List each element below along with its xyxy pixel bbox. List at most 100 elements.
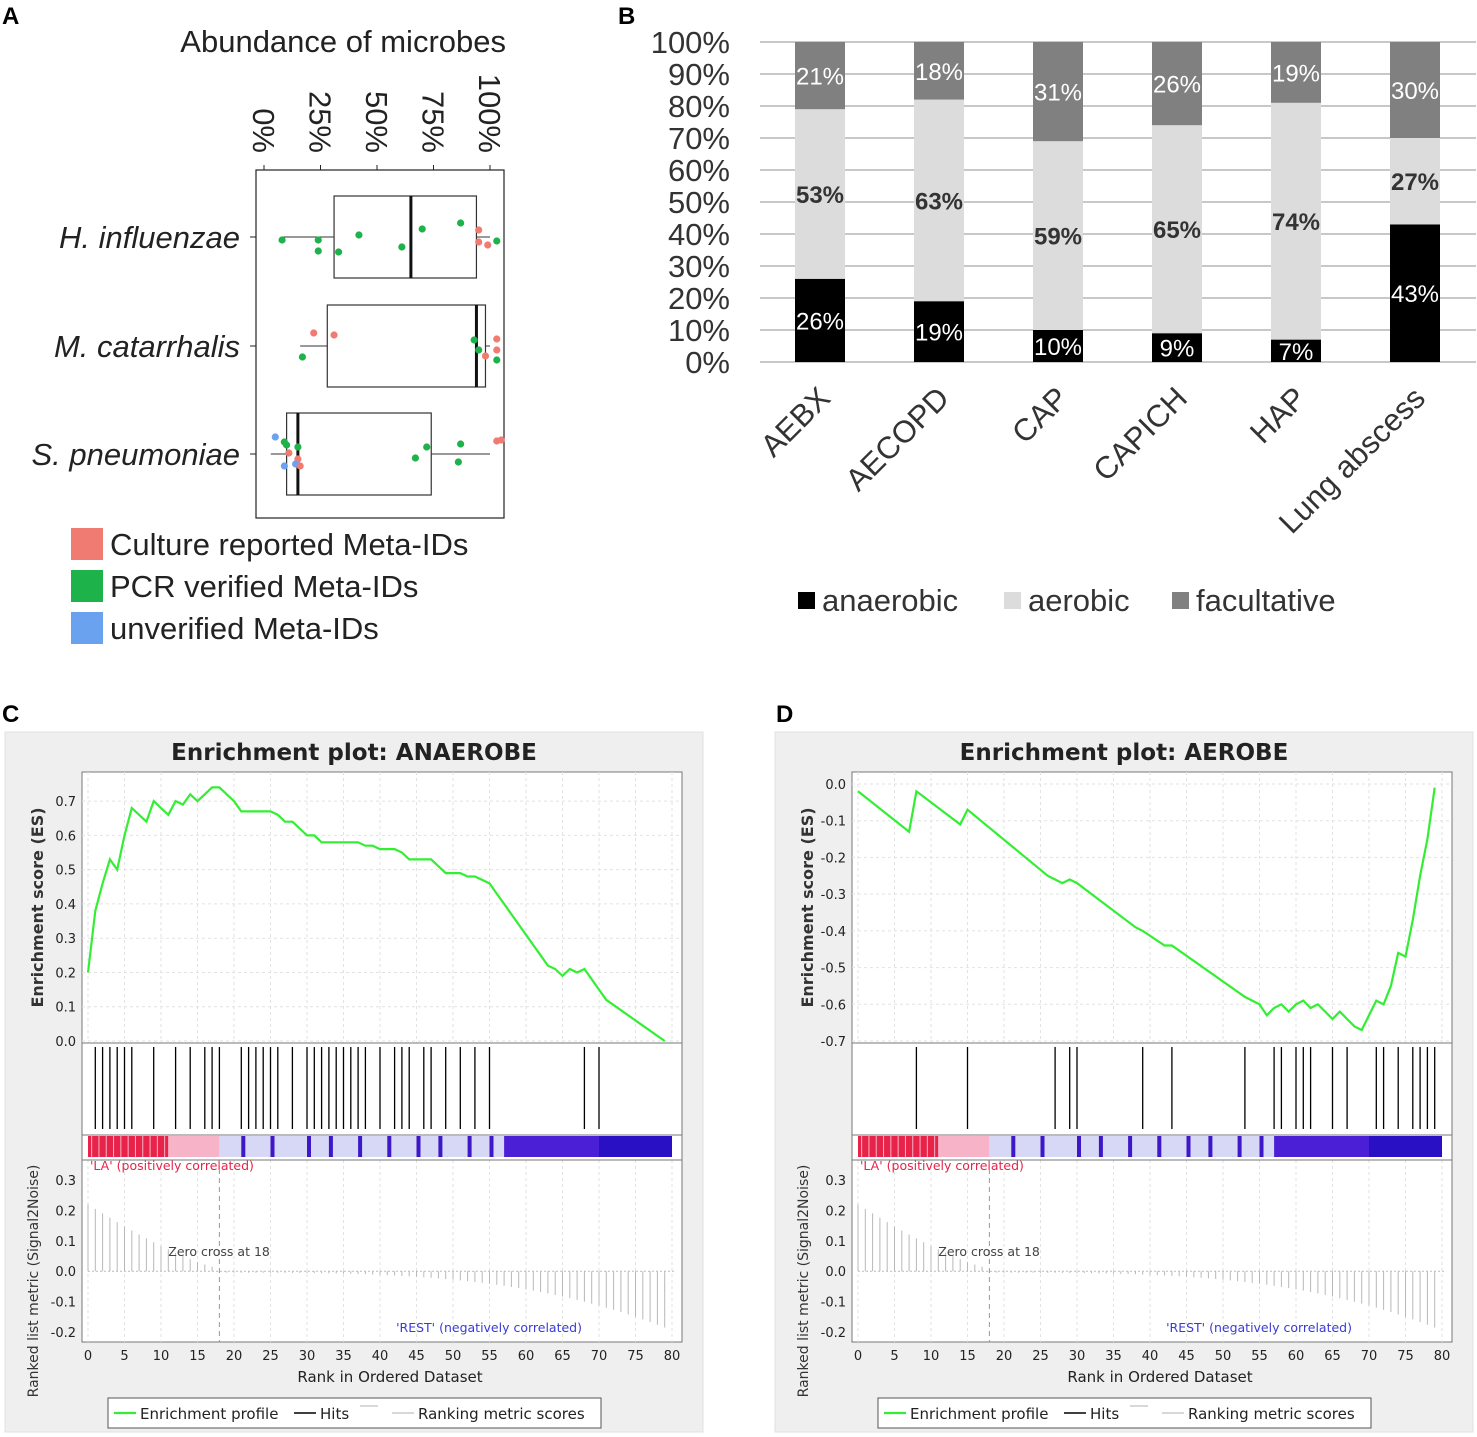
legend-label: PCR verified Meta-IDs [110, 569, 418, 604]
metric-tick-label: -0.1 [821, 1296, 846, 1311]
y-tick-label: 0.3 [55, 932, 76, 947]
metric-tick-label: 0.1 [825, 1235, 846, 1250]
legend-swatch-culture [71, 528, 103, 560]
x-tick-label: 55 [481, 1349, 498, 1364]
heatmap-stripe [1157, 1136, 1162, 1157]
bar-segment-aerobic [1033, 141, 1083, 330]
x-tick-label: 60 [518, 1349, 535, 1364]
data-label: 9% [1160, 336, 1195, 363]
x-tick-label: 60 [1288, 1349, 1305, 1364]
x-tick-label: 70 [1361, 1349, 1378, 1364]
legend-swatch-aerobic [1004, 592, 1021, 609]
y-axis-label: Enrichment score (ES) [28, 807, 47, 1007]
heatmap-segment [1274, 1136, 1369, 1157]
plot-area [851, 771, 1453, 1343]
bar-segment-aerobic [1152, 125, 1202, 334]
bar-segment-aerobic [795, 109, 845, 279]
bar-segment-anaerobic [795, 278, 845, 362]
heatmap-stripe [416, 1136, 421, 1157]
data-label: 30% [1391, 78, 1439, 105]
panel-c-enrichment-plot: Enrichment plot: ANAEROBE 0.0 0.1 0.2 0.3 0.4… [4, 731, 704, 1433]
data-label: 26% [1153, 72, 1201, 99]
x-tick-label: 30 [1069, 1349, 1086, 1364]
heatmap-stripe [358, 1136, 363, 1157]
data-point-pcr [457, 440, 465, 448]
heatmap-stripe [438, 1136, 443, 1157]
y-tick-label: 80% [668, 89, 730, 124]
x-tick-label: 20 [996, 1349, 1013, 1364]
legend-swatch-facultative [1172, 592, 1189, 609]
category-label: M. catarrhalis [54, 329, 240, 364]
x-tick-label: 65 [554, 1349, 571, 1364]
data-point-culture [484, 241, 492, 249]
heatmap-stripe [1011, 1136, 1016, 1157]
y-tick-label: 10% [668, 313, 730, 348]
legend-label: unverified Meta-IDs [110, 611, 379, 646]
legend-label: Ranking metric scores [418, 1405, 585, 1423]
y-tick-label: 0.6 [55, 829, 76, 844]
y-tick-label: -0.7 [821, 1035, 846, 1050]
data-point-culture [330, 331, 338, 339]
y-tick-label: 0.0 [55, 1035, 76, 1050]
enrichment-profile-line [86, 786, 666, 1042]
metric-tick-label: -0.2 [821, 1326, 846, 1341]
x-tick-label: 50 [1215, 1349, 1232, 1364]
y-tick-label: -0.2 [821, 851, 846, 866]
y-tick-label: 30% [668, 249, 730, 284]
y-axis-label-metric: Ranked list metric (Signal2Noise) [26, 1165, 42, 1398]
heatmap-segment [1369, 1136, 1442, 1157]
data-label: 27% [1391, 169, 1439, 196]
x-tick-label: 25 [262, 1349, 279, 1364]
bar-segment-aerobic [914, 99, 964, 302]
data-point-pcr [493, 356, 501, 364]
data-point-culture [481, 352, 490, 360]
legend-label: Enrichment profile [140, 1405, 278, 1423]
data-point-pcr [493, 237, 501, 245]
y-tick-label: -0.5 [821, 962, 846, 977]
category-label: CAP [1005, 380, 1075, 450]
data-point-pcr [423, 443, 431, 451]
heatmap-stripe [1208, 1136, 1213, 1157]
heatmap-stripe [1128, 1136, 1133, 1157]
gsea-title: Enrichment plot: ANAEROBE [171, 740, 537, 766]
y-tick-label: 0.5 [55, 864, 76, 879]
panel-b-stacked-bar: 0%10%20%30%40%50%60%70%80%90%100%26%53%2… [651, 25, 1476, 618]
data-point-pcr [314, 247, 322, 255]
x-tick-label: 55 [1251, 1349, 1268, 1364]
data-point-culture [497, 436, 505, 444]
panel-d-enrichment-plot: Enrichment plot: AEROBE 0.0 -0.1 -0.2 -0.3 -0… [774, 731, 1474, 1433]
heatmap-segment [168, 1136, 220, 1157]
data-point-pcr [475, 346, 483, 354]
x-tick-label: 45 [408, 1349, 425, 1364]
y-tick-label: 0.2 [55, 966, 76, 981]
legend-label: Enrichment profile [910, 1405, 1048, 1423]
data-label: 19% [1272, 60, 1320, 87]
y-tick-label: -0.1 [821, 815, 846, 830]
x-tick-label: 65 [1324, 1349, 1341, 1364]
y-tick-label: 50% [668, 185, 730, 220]
category-label: S. pneumoniae [31, 437, 240, 472]
y-tick-label: 0.1 [55, 1001, 76, 1016]
x-axis-label: Rank in Ordered Dataset [297, 1368, 482, 1386]
x-tick-label: 75 [1397, 1349, 1414, 1364]
data-label: 7% [1279, 339, 1314, 366]
bar-segment-facultative [1390, 42, 1440, 138]
y-tick-label: 0% [685, 345, 730, 380]
x-tick-label: 40 [372, 1349, 389, 1364]
bar-segment-facultative [1033, 42, 1083, 142]
plot-area [81, 771, 683, 1343]
heatmap-stripe [328, 1136, 333, 1157]
metric-tick-label: 0.3 [825, 1174, 846, 1189]
x-tick-label: 0 [84, 1349, 92, 1364]
panel-label-a: A [2, 3, 19, 30]
x-tick-label: 50 [445, 1349, 462, 1364]
chart-title: Abundance of microbes [180, 24, 506, 59]
legend-label: facultative [1196, 583, 1336, 618]
positive-label: 'LA' (positively correlated) [90, 1158, 254, 1173]
category-label: AECOPD [839, 380, 956, 497]
legend-swatch-unverified [71, 612, 103, 644]
data-label: 59% [1034, 224, 1082, 251]
x-tick-label: 100% [472, 74, 507, 153]
negative-label: 'REST' (negatively correlated) [396, 1320, 582, 1335]
